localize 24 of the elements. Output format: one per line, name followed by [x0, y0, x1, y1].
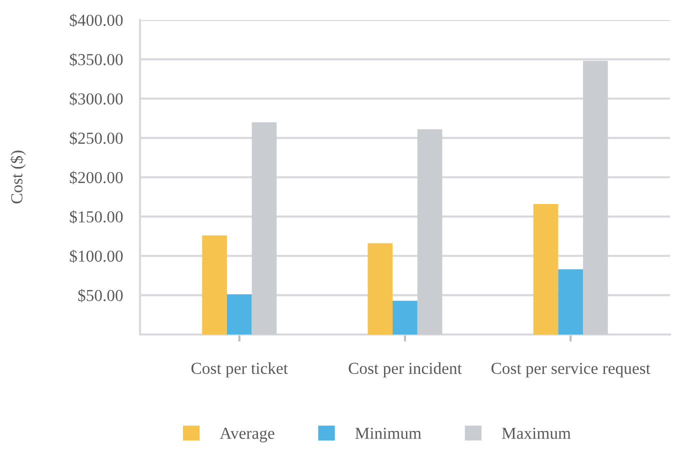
legend-label: Minimum: [355, 428, 422, 439]
x-tick-label: Cost per service request: [491, 362, 650, 378]
x-tick-label: Cost per ticket: [191, 362, 288, 378]
legend-label: Average: [220, 428, 274, 442]
bar: [533, 204, 558, 334]
x-tick-label: Cost per incident: [348, 362, 462, 378]
y-tick-label: $250.00: [70, 132, 123, 145]
y-tick-label: $50.00: [78, 288, 123, 302]
bar: [252, 122, 277, 334]
legend-label: Maximum: [502, 428, 571, 439]
bar: [417, 129, 442, 334]
y-tick-label: $300.00: [70, 92, 123, 106]
bar: [368, 243, 393, 334]
y-tick-label: $200.00: [70, 170, 123, 184]
y-tick-label: $400.00: [70, 14, 123, 28]
bar: [226, 294, 252, 334]
bar: [583, 60, 608, 334]
bar: [558, 269, 584, 334]
y-tick-label: $350.00: [70, 53, 123, 66]
bar: [202, 235, 227, 334]
y-axis-title: Cost ($): [10, 150, 26, 204]
y-tick-label: $150.00: [70, 210, 123, 224]
y-tick-label: $100.00: [70, 250, 123, 263]
bar: [392, 300, 418, 334]
